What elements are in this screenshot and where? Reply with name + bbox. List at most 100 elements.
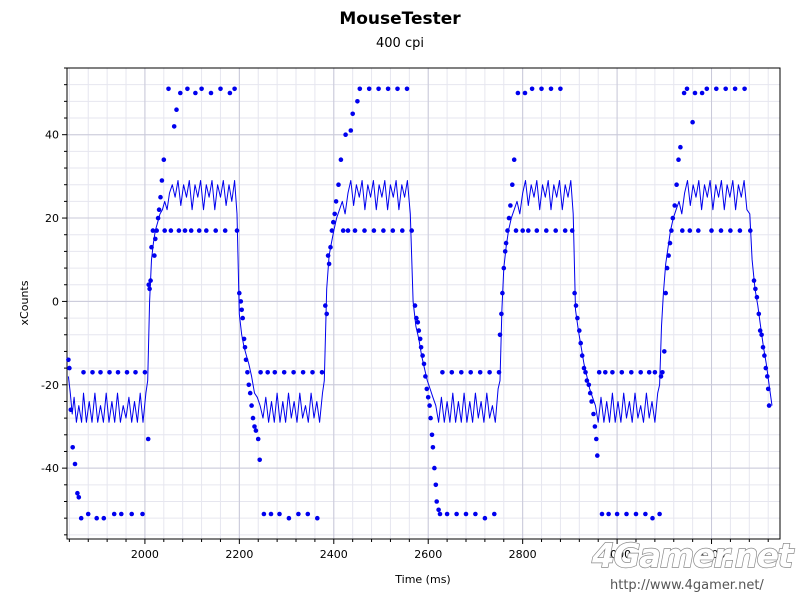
x-tick-label: 3000 (603, 548, 631, 561)
data-point (586, 382, 592, 388)
data-point (404, 86, 410, 92)
data-point (249, 403, 254, 408)
data-point (633, 511, 639, 517)
data-point (669, 228, 674, 233)
data-point (147, 286, 152, 292)
data-point (193, 90, 198, 96)
data-point (506, 215, 512, 221)
data-point (148, 278, 153, 283)
data-point (505, 228, 510, 233)
data-point (232, 86, 237, 92)
data-point (511, 157, 517, 162)
data-point (562, 228, 568, 233)
data-point (258, 370, 263, 375)
data-point (763, 365, 769, 371)
data-point (362, 228, 367, 233)
data-point (424, 386, 430, 392)
series-line (67, 180, 773, 423)
data-point (67, 365, 72, 371)
data-point (754, 294, 760, 300)
data-point (437, 511, 443, 517)
data-point (145, 436, 151, 442)
data-point (296, 511, 301, 517)
data-point (728, 228, 733, 233)
data-point (153, 236, 158, 242)
data-point (766, 403, 772, 408)
data-point (329, 228, 335, 233)
data-point (692, 90, 698, 96)
data-point (508, 203, 513, 208)
data-point (454, 511, 459, 517)
data-point (412, 303, 418, 308)
data-point (760, 345, 766, 350)
data-point (684, 86, 690, 92)
data-point (350, 111, 356, 117)
data-point (657, 511, 662, 517)
data-point (658, 374, 664, 379)
grid-major (67, 68, 780, 539)
data-point (416, 328, 422, 333)
watermark-url: http://www.4gamer.net/ (610, 578, 764, 593)
data-point (581, 365, 587, 371)
data-point (94, 515, 99, 521)
data-point (111, 511, 117, 517)
data-point (664, 265, 670, 271)
data-point (522, 90, 528, 96)
x-tick-label: 3200 (698, 548, 726, 561)
data-point (444, 511, 450, 517)
data-point (503, 240, 509, 246)
data-point (250, 415, 256, 421)
data-point (70, 445, 75, 450)
data-point (544, 228, 549, 233)
data-point (366, 86, 372, 92)
data-point (129, 511, 134, 517)
data-point (409, 228, 415, 233)
y-tick-label: 0 (52, 295, 59, 308)
data-point (291, 370, 296, 375)
data-point (343, 132, 348, 137)
axis-ticks (62, 67, 769, 544)
data-point (98, 370, 103, 375)
data-point (501, 265, 507, 271)
data-point (133, 370, 138, 375)
data-point (499, 311, 504, 317)
y-tick-label: 20 (45, 212, 59, 225)
data-point (323, 303, 328, 308)
data-point (418, 345, 424, 350)
data-point (463, 511, 469, 517)
data-point (477, 370, 483, 375)
data-point (277, 511, 282, 517)
data-point (162, 228, 167, 233)
series-line-group (67, 180, 773, 423)
data-point (115, 370, 121, 375)
data-point (199, 86, 204, 92)
tick-labels: 2000 2200 2400 2600 2800 3000 3200 -40 -20 0 20 40 (41, 129, 726, 561)
data-point (436, 507, 441, 513)
data-point (333, 199, 339, 204)
data-point (662, 349, 667, 354)
data-point (762, 353, 767, 358)
data-point (599, 511, 605, 517)
data-point (432, 465, 437, 471)
data-point (434, 499, 440, 504)
data-point (76, 495, 82, 500)
data-point (433, 482, 439, 488)
data-point (149, 244, 154, 250)
data-point (338, 157, 344, 162)
data-point (690, 119, 695, 125)
data-point (660, 370, 665, 375)
data-point (751, 278, 757, 283)
data-point (421, 361, 427, 367)
data-point (265, 370, 271, 375)
data-point (742, 86, 747, 92)
data-point (345, 228, 351, 233)
data-point (529, 86, 535, 92)
data-point (119, 511, 124, 517)
data-point (272, 370, 278, 375)
data-point (336, 182, 341, 187)
data-point (678, 144, 683, 150)
data-point (90, 370, 95, 375)
data-point (614, 511, 620, 517)
data-point (381, 228, 386, 233)
data-point (667, 240, 673, 246)
